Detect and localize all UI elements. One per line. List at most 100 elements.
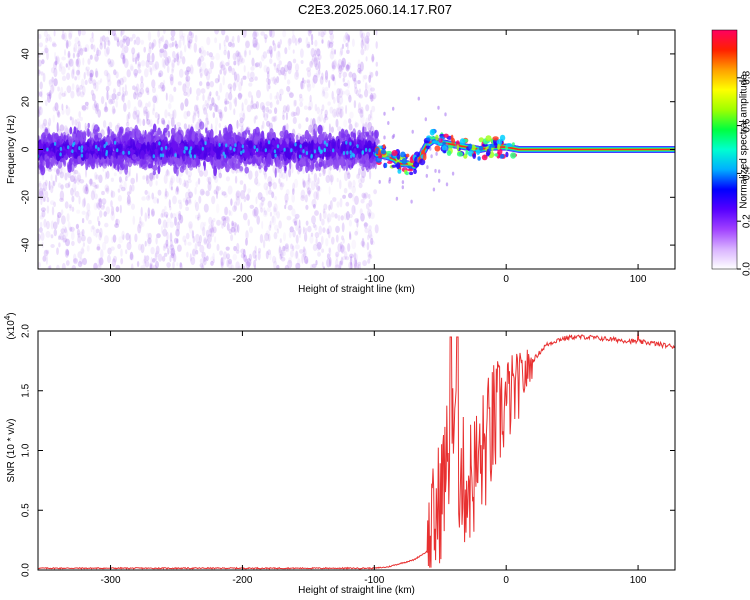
noise-bright-speck: [53, 141, 57, 146]
noise-halo-blob: [45, 179, 48, 186]
noise-halo-blob: [292, 218, 298, 224]
noise-halo-blob: [84, 186, 89, 195]
noise-core-blob: [131, 128, 135, 139]
noise-halo-blob: [77, 50, 81, 58]
noise-halo-blob: [140, 39, 145, 45]
noise-halo-blob: [96, 49, 102, 56]
noise-halo-blob: [131, 203, 135, 210]
noise-halo-blob: [178, 177, 182, 185]
noise-halo-blob: [340, 60, 345, 71]
noise-halo-blob: [348, 181, 353, 190]
noise-halo-blob: [53, 201, 56, 208]
noise-halo-blob: [117, 188, 121, 193]
noise-halo-blob: [191, 32, 194, 39]
noise-halo-blob: [174, 216, 177, 226]
noise-core-blob: [38, 148, 41, 156]
noise-halo-blob: [68, 58, 74, 67]
noise-halo-blob: [199, 68, 202, 74]
noise-halo-blob: [204, 99, 208, 107]
noise-halo-blob: [40, 71, 44, 76]
noise-halo-blob: [269, 220, 272, 228]
noise-halo-blob: [200, 221, 205, 231]
noise-halo-blob: [311, 53, 317, 62]
noise-halo-blob: [369, 169, 372, 180]
noise-halo-blob: [164, 205, 167, 211]
noise-halo-blob: [235, 190, 241, 198]
noise-halo-blob: [292, 49, 295, 54]
noise-halo-blob: [192, 112, 197, 120]
noise-halo-blob: [277, 41, 281, 49]
noise-halo-blob: [169, 43, 173, 48]
noise-halo-blob: [43, 249, 49, 257]
noise-halo-blob: [98, 231, 102, 241]
noise-halo-blob: [345, 201, 350, 207]
noise-halo-blob: [341, 235, 344, 241]
noise-bright-speck: [73, 141, 76, 146]
noise-halo-blob: [207, 96, 210, 106]
noise-core-blob: [240, 135, 245, 145]
noise-halo-blob: [144, 212, 148, 222]
noise-halo-blob: [239, 54, 244, 65]
noise-halo-blob: [206, 238, 209, 249]
noise-bright-speck: [164, 145, 168, 150]
noise-halo-blob: [329, 106, 334, 114]
noise-halo-blob: [228, 65, 232, 72]
noise-halo-blob: [316, 244, 321, 252]
noise-halo-blob: [61, 167, 66, 174]
noise-halo-blob: [267, 233, 271, 242]
signal-transition-blob: [409, 156, 414, 164]
noise-halo-blob: [342, 77, 345, 83]
noise-halo-blob: [114, 124, 120, 133]
noise-halo-blob: [41, 210, 46, 218]
noise-halo-blob: [209, 228, 213, 237]
noise-core-blob: [258, 164, 262, 170]
noise-halo-blob: [161, 255, 166, 262]
noise-halo-blob: [369, 109, 373, 119]
noise-halo-blob: [266, 82, 270, 92]
noise-halo-blob: [78, 195, 81, 205]
noise-halo-blob: [245, 194, 250, 201]
noise-halo-blob: [263, 106, 266, 114]
noise-halo-blob: [274, 257, 277, 265]
noise-halo-blob: [56, 54, 60, 63]
noise-halo-blob: [53, 67, 58, 78]
noise-halo-blob: [317, 251, 321, 257]
noise-halo-blob: [89, 178, 93, 187]
noise-halo-blob: [371, 94, 375, 102]
noise-core-blob: [155, 148, 159, 158]
noise-halo-blob: [41, 51, 45, 56]
noise-halo-blob: [263, 112, 269, 121]
noise-halo-blob: [326, 228, 330, 235]
noise-core-blob: [347, 159, 351, 166]
noise-halo-blob: [164, 252, 168, 257]
noise-halo-blob: [259, 102, 265, 110]
noise-halo-blob: [82, 47, 87, 52]
noise-halo-blob: [240, 77, 243, 87]
noise-core-blob: [48, 133, 51, 141]
noise-halo-blob: [81, 198, 86, 208]
noise-halo-blob: [361, 33, 364, 42]
noise-halo-blob: [48, 79, 54, 88]
noise-halo-blob: [150, 257, 153, 267]
noise-halo-blob: [147, 238, 151, 247]
noise-halo-blob: [348, 123, 353, 131]
noise-halo-blob: [60, 209, 64, 216]
noise-halo-blob: [76, 174, 82, 182]
noise-halo-blob: [203, 238, 207, 245]
noise-core-blob: [210, 129, 214, 139]
noise-halo-blob: [370, 71, 374, 78]
noise-halo-blob: [372, 92, 377, 100]
noise-halo-blob: [135, 56, 137, 65]
noise-halo-blob: [276, 50, 281, 61]
noise-halo-blob: [168, 199, 171, 208]
noise-halo-blob: [364, 122, 368, 129]
noise-halo-blob: [140, 243, 145, 254]
noise-halo-blob: [282, 30, 287, 38]
noise-halo-blob: [313, 204, 316, 209]
noise-halo-blob: [115, 220, 118, 228]
noise-halo-blob: [262, 51, 268, 59]
noise-halo-blob: [212, 112, 215, 119]
noise-core-blob: [85, 152, 89, 160]
noise-halo-blob: [100, 96, 105, 105]
